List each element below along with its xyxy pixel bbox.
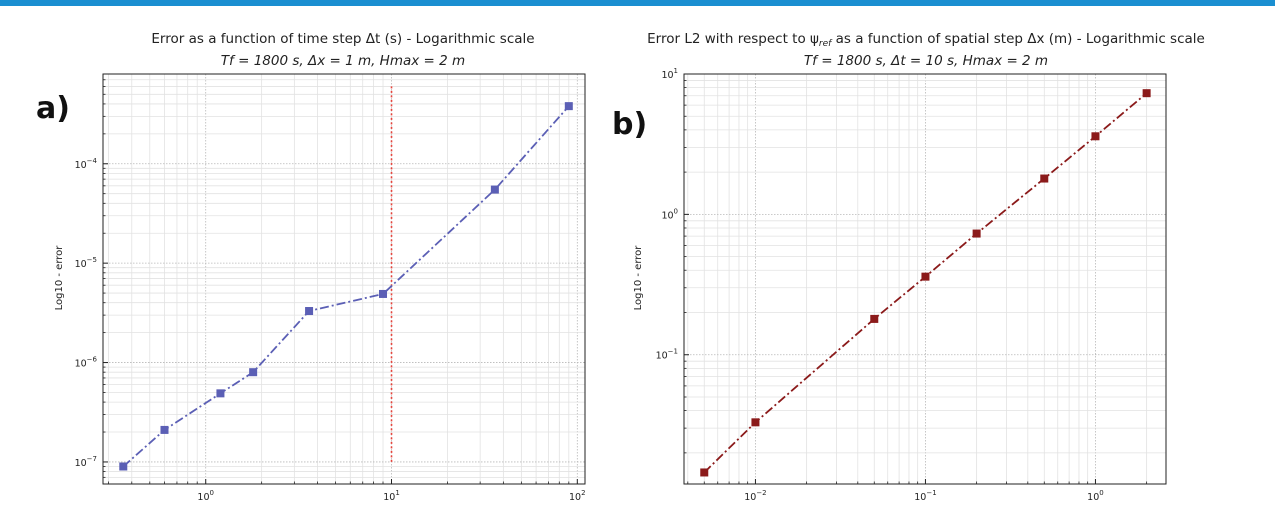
y-tick-label: 10−1: [656, 348, 678, 362]
x-tick-label: 10−1: [914, 489, 936, 503]
panel-a-y-ticks: 10−7 10−6 10−5 10−4: [75, 79, 108, 478]
data-point: [216, 389, 225, 398]
series-line: [122, 105, 570, 468]
data-point: [1040, 174, 1049, 183]
data-point: [972, 229, 981, 238]
data-point: [751, 418, 760, 427]
panel-b: b) Error L2 with respect to ψref as a fu…: [612, 31, 1205, 503]
y-tick-label: 10−5: [75, 256, 97, 270]
data-point: [119, 462, 128, 471]
panel-b-letter: b): [612, 107, 647, 142]
panel-b-title: Error L2 with respect to ψref as a funct…: [647, 31, 1205, 49]
panel-a-x-ticks: 100 101 102: [108, 479, 586, 503]
x-tick-label: 101: [383, 489, 400, 503]
panel-a-letter: a): [36, 91, 70, 126]
y-tick-label: 101: [661, 67, 678, 81]
top-accent-bar: [0, 0, 1275, 6]
panel-b-x-ticks: 10−2 10−1 100: [687, 479, 1148, 503]
x-tick-label: 10−2: [744, 489, 766, 503]
data-point: [921, 272, 930, 281]
data-point: [700, 468, 709, 477]
panel-a-ylabel: Log10 - error: [54, 245, 65, 311]
data-point: [490, 185, 499, 194]
data-point: [1091, 132, 1100, 141]
panel-b-grid: [684, 74, 1166, 484]
data-point: [1142, 89, 1151, 98]
data-point: [249, 368, 258, 377]
y-tick-label: 10−7: [75, 455, 97, 469]
panel-a-series: [119, 102, 573, 471]
y-tick-label: 10−4: [75, 157, 98, 171]
panel-a-subtitle: Tf = 1800 s, Δx = 1 m, Hmax = 2 m: [221, 53, 465, 69]
data-point: [305, 307, 314, 316]
panel-b-series: [700, 89, 1151, 477]
panel-b-subtitle: Tf = 1800 s, Δt = 10 s, Hmax = 2 m: [804, 53, 1048, 69]
panel-a-plot-frame: [102, 73, 586, 485]
y-tick-label: 100: [661, 207, 678, 221]
data-point: [564, 102, 573, 111]
x-tick-label: 102: [569, 489, 586, 503]
data-point: [160, 425, 169, 434]
panel-a: a) Error as a function of time step Δt (…: [36, 31, 586, 503]
series-line: [703, 92, 1148, 474]
panel-b-ylabel: Log10 - error: [633, 245, 644, 311]
x-tick-label: 100: [1087, 489, 1104, 503]
data-point: [379, 289, 388, 298]
y-tick-label: 10−6: [75, 356, 98, 370]
panel-a-grid: [103, 74, 585, 484]
x-tick-label: 100: [197, 489, 214, 503]
panel-b-plot-frame: [683, 73, 1167, 485]
data-point: [870, 314, 879, 323]
panel-a-title: Error as a function of time step Δt (s) …: [151, 31, 534, 47]
